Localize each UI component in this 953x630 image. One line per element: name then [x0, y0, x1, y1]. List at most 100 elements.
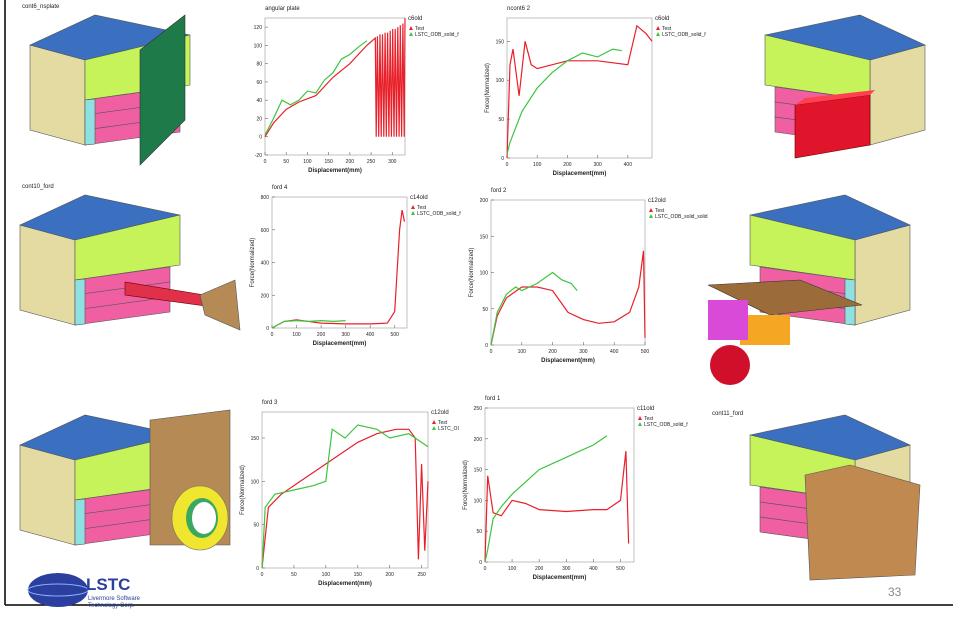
x-tick-label: 0 [264, 159, 267, 165]
y-tick-label: 250 [474, 406, 483, 412]
y-tick-label: 50 [498, 117, 504, 123]
y-tick-label: 50 [253, 523, 259, 529]
y-tick-label: 200 [261, 293, 270, 299]
series-line [506, 48, 622, 155]
y-tick-label: 200 [474, 437, 483, 443]
y-tick-label: 150 [251, 436, 260, 442]
y-tick-label: 80 [256, 62, 262, 68]
y-tick-label: 100 [254, 43, 263, 49]
chart-title: ford 3 [262, 400, 278, 406]
y-axis-label: Force(Normalized) [485, 63, 491, 113]
model-view [764, 14, 926, 159]
chart-tag: c6old [655, 16, 669, 22]
series-line [264, 40, 368, 136]
x-axis-label: Displacement(mm) [553, 171, 607, 177]
y-tick-label: 150 [480, 234, 489, 240]
legend-label: LSTC_ODB_solid_f [415, 32, 459, 38]
logo-line: Technology Corp. [88, 603, 135, 609]
legend-label: LSTC_ODB_solid_f [662, 32, 706, 38]
x-axis-label: Displacement(mm) [541, 358, 595, 364]
x-tick-label: 50 [283, 159, 289, 165]
legend-swatch [411, 211, 415, 215]
x-tick-label: 200 [535, 566, 544, 572]
legend-label: Test [662, 26, 672, 32]
model-view [19, 194, 241, 331]
y-tick-label: 120 [254, 25, 263, 31]
x-tick-label: 400 [624, 162, 633, 168]
y-tick-label: 150 [496, 39, 505, 45]
y-tick-label: 40 [256, 98, 262, 104]
x-tick-label: 500 [616, 566, 625, 572]
y-tick-label: 600 [261, 228, 270, 234]
y-tick-label: 200 [480, 198, 489, 204]
x-tick-label: 100 [518, 349, 527, 355]
model-view [19, 409, 231, 551]
x-tick-label: 400 [589, 566, 598, 572]
chart-title: ncont6 2 [507, 6, 531, 12]
legend-label: Test [655, 208, 665, 214]
legend-label: Test [415, 26, 425, 32]
y-tick-label: 400 [261, 261, 270, 267]
y-tick-label: 100 [496, 78, 505, 84]
series-line [261, 424, 429, 569]
y-axis-label: Force(Normalized) [240, 465, 246, 515]
logo-name: LSTC [86, 575, 130, 594]
legend-swatch [638, 416, 642, 420]
y-tick-label: 0 [479, 560, 482, 566]
x-tick-label: 100 [292, 332, 301, 338]
x-tick-label: 300 [593, 162, 602, 168]
y-tick-label: 800 [261, 195, 270, 201]
legend-label: Test [644, 416, 654, 422]
x-tick-label: 500 [391, 332, 400, 338]
legend-label: LSTC_ODB_solid_f [417, 211, 461, 217]
panel-label: cont10_ford [22, 184, 54, 190]
x-tick-label: 0 [484, 566, 487, 572]
x-tick-label: 200 [346, 159, 355, 165]
model-view [707, 194, 911, 385]
panel-label: cont11_ford [712, 411, 743, 417]
legend-label: LSTC_ODB_solid_f [644, 422, 688, 428]
x-axis-label: Displacement(mm) [318, 581, 372, 587]
y-axis-label: Force(Normalized) [463, 460, 469, 510]
y-tick-label: 50 [476, 529, 482, 535]
x-tick-label: 300 [388, 159, 397, 165]
y-tick-label: 100 [251, 479, 260, 485]
x-tick-label: 100 [303, 159, 312, 165]
x-tick-label: 200 [563, 162, 572, 168]
y-tick-label: 150 [474, 468, 483, 474]
x-tick-label: 200 [386, 572, 395, 578]
y-axis-label: Force(Normalized) [469, 248, 475, 298]
x-tick-label: 0 [261, 572, 264, 578]
series-line [484, 451, 630, 563]
series-line [271, 319, 346, 329]
panel-label: cont6_nsplate [22, 4, 60, 10]
legend-swatch [409, 32, 413, 36]
chart-title: angular plate [265, 6, 300, 12]
y-tick-label: 0 [485, 343, 488, 349]
model-view [29, 14, 191, 166]
logo: LSTC Livermore Software Technology Corp. [27, 573, 141, 609]
x-tick-label: 200 [548, 349, 557, 355]
x-tick-label: 0 [490, 349, 493, 355]
x-tick-label: 300 [562, 566, 571, 572]
x-tick-label: 100 [533, 162, 542, 168]
series-line [490, 250, 646, 346]
legend-label: Test [417, 205, 427, 211]
y-tick-label: 100 [474, 498, 483, 504]
legend-swatch [656, 32, 660, 36]
y-axis-label: Force(Normalized) [250, 238, 256, 288]
series-line [264, 17, 406, 138]
x-tick-label: 50 [291, 572, 297, 578]
logo-line: Livermore Software [88, 596, 141, 602]
x-tick-label: 500 [641, 349, 650, 355]
x-tick-label: 300 [579, 349, 588, 355]
x-tick-label: 250 [417, 572, 426, 578]
legend-swatch [649, 208, 653, 212]
x-tick-label: 100 [508, 566, 517, 572]
y-tick-label: 60 [256, 80, 262, 86]
series-line [506, 24, 653, 159]
x-tick-label: 400 [610, 349, 619, 355]
chart-tag: c6old [408, 16, 422, 22]
x-tick-label: 0 [506, 162, 509, 168]
